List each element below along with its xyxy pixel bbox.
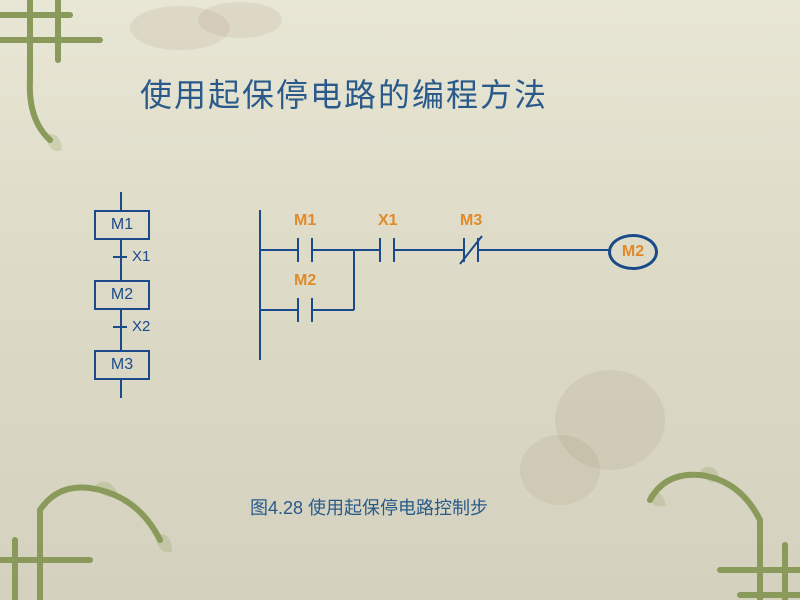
sfc-line (120, 240, 122, 280)
sfc-line (120, 380, 122, 398)
contact-label-m2: M2 (294, 272, 316, 290)
contact-label-x1: X1 (378, 212, 398, 230)
coil-m2: M2 (608, 234, 658, 270)
sfc-box-m2: M2 (94, 280, 150, 310)
contact-label-m1: M1 (294, 212, 316, 230)
figure-caption: 图4.28 使用起保停电路控制步 (250, 494, 488, 520)
sfc-box-m3: M3 (94, 350, 150, 380)
sfc-transition-label: X2 (132, 318, 150, 335)
sfc-tick (113, 326, 127, 328)
sfc-line (120, 192, 122, 210)
sfc-line (120, 310, 122, 350)
sfc-tick (113, 256, 127, 258)
sfc-box-m1: M1 (94, 210, 150, 240)
diagram-area: M1 X1 M2 X2 M3 M1 X1 M3 M2 M2 (80, 210, 720, 490)
contact-label-m3: M3 (460, 212, 482, 230)
page-title: 使用起保停电路的编程方法 (140, 70, 548, 116)
sfc-transition-label: X1 (132, 248, 150, 265)
